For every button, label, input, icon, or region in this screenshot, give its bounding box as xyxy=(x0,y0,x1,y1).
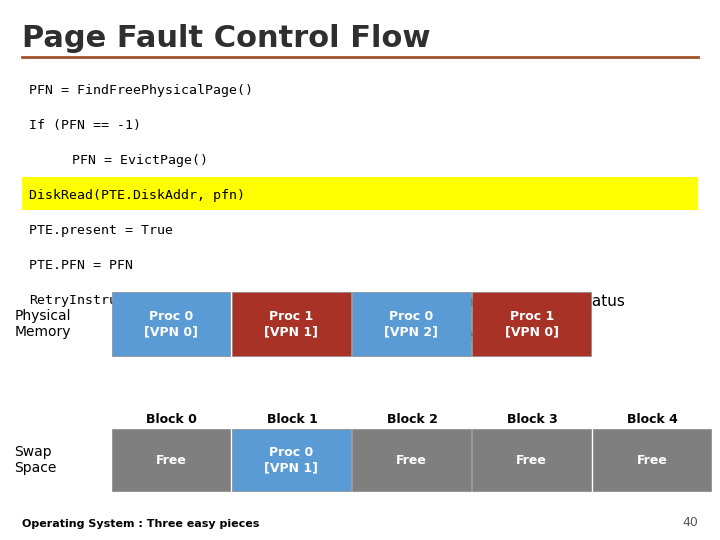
Text: Proc 0
[VPN 1]: Proc 0 [VPN 1] xyxy=(264,447,318,474)
Text: Physical
Memory: Physical Memory xyxy=(14,309,71,339)
Text: Proc 1
[VPN 1]: Proc 1 [VPN 1] xyxy=(264,310,318,338)
Text: Free: Free xyxy=(396,454,427,467)
FancyBboxPatch shape xyxy=(352,429,471,491)
Text: Block 0: Block 0 xyxy=(146,413,197,426)
Text: PTE.present = True: PTE.present = True xyxy=(29,224,173,237)
Text: PFN = FindFreePhysicalPage(): PFN = FindFreePhysicalPage() xyxy=(29,84,253,97)
FancyBboxPatch shape xyxy=(352,292,471,356)
Text: Page Fault Control Flow: Page Fault Control Flow xyxy=(22,24,430,53)
Text: PFN = EvictPage(): PFN = EvictPage() xyxy=(72,154,208,167)
FancyBboxPatch shape xyxy=(112,429,230,491)
Text: status: status xyxy=(573,294,625,309)
Text: wait: wait xyxy=(539,294,575,309)
Text: Free: Free xyxy=(156,454,186,467)
Text: Proc 1
[VPN 0]: Proc 1 [VPN 0] xyxy=(505,310,559,338)
FancyBboxPatch shape xyxy=(593,429,711,491)
Text: Block 1: Block 1 xyxy=(266,413,318,426)
FancyBboxPatch shape xyxy=(232,292,351,356)
Text: Proc 0
[VPN 2]: Proc 0 [VPN 2] xyxy=(384,310,438,338)
Text: until the IO completes: until the IO completes xyxy=(410,328,580,343)
Text: DiskRead(PTE.DiskAddr, pfn): DiskRead(PTE.DiskAddr, pfn) xyxy=(29,189,245,202)
FancyBboxPatch shape xyxy=(472,292,591,356)
Text: If (PFN == -1): If (PFN == -1) xyxy=(29,119,141,132)
Text: Block 3: Block 3 xyxy=(507,413,558,426)
Text: RetryInstruction(): RetryInstruction() xyxy=(29,294,173,307)
Text: Operating System : Three easy pieces: Operating System : Three easy pieces xyxy=(22,519,259,529)
FancyBboxPatch shape xyxy=(22,177,698,210)
Text: Block 2: Block 2 xyxy=(387,413,438,426)
Text: 40: 40 xyxy=(683,516,698,529)
Text: Free: Free xyxy=(516,454,547,467)
Text: Will transit to: Will transit to xyxy=(410,294,518,309)
Text: PTE.PFN = PFN: PTE.PFN = PFN xyxy=(29,259,132,272)
FancyBboxPatch shape xyxy=(472,429,591,491)
Text: Block 4: Block 4 xyxy=(627,413,678,426)
Text: Swap
Space: Swap Space xyxy=(14,446,57,475)
Text: Proc 0
[VPN 0]: Proc 0 [VPN 0] xyxy=(144,310,198,338)
Text: Free: Free xyxy=(636,454,667,467)
FancyBboxPatch shape xyxy=(232,429,351,491)
FancyBboxPatch shape xyxy=(112,292,230,356)
